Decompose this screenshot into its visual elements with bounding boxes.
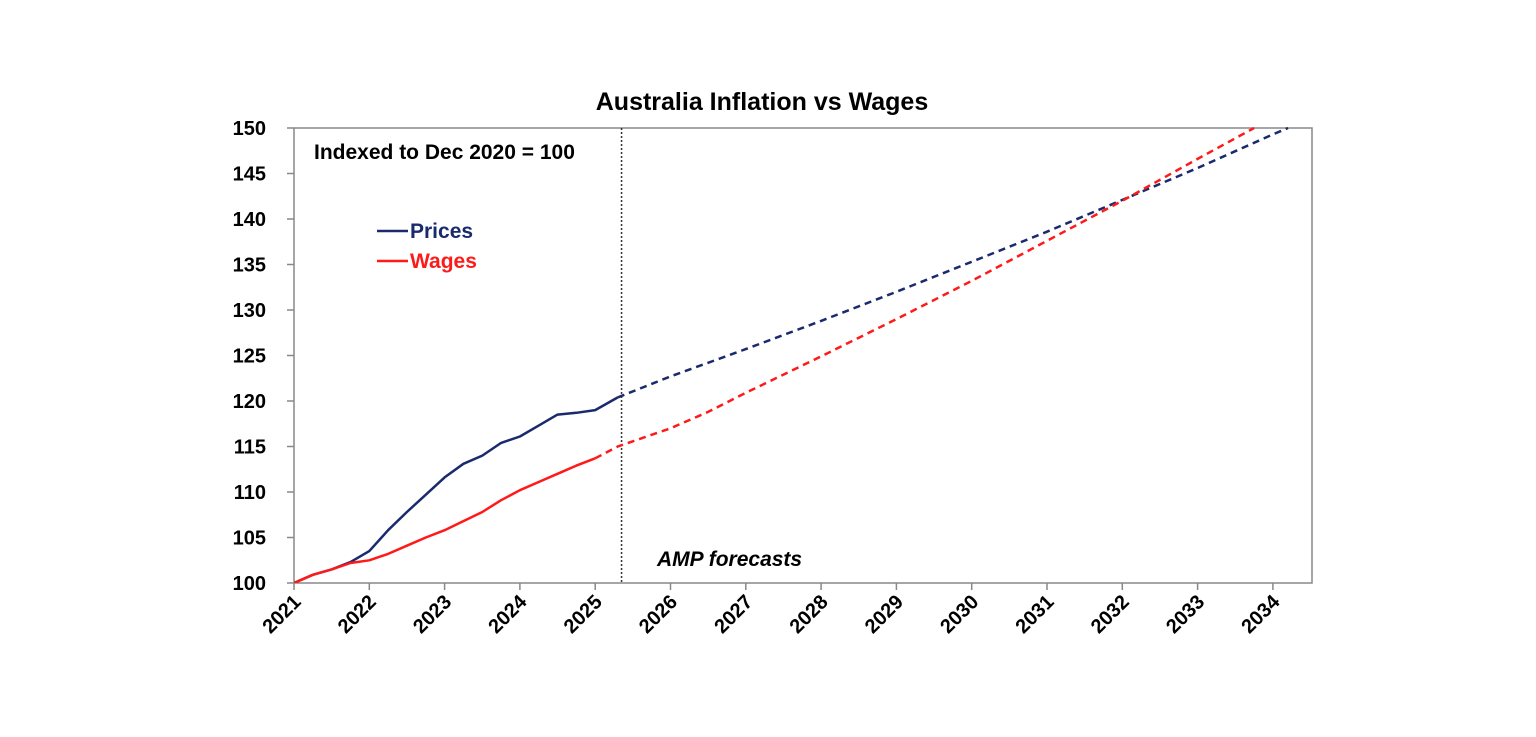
y-tick-label: 110 <box>234 482 266 504</box>
x-tick-label: 2032 <box>1087 591 1134 638</box>
x-tick-label: 2029 <box>861 591 908 638</box>
legend-label: Wages <box>410 250 477 273</box>
x-tick-label: 2028 <box>786 591 833 638</box>
y-tick-label: 140 <box>233 209 266 231</box>
series-line-prices <box>294 396 619 583</box>
legend: Prices Wages <box>377 220 477 273</box>
y-tick-label: 100 <box>233 573 266 595</box>
x-tick-label: 2034 <box>1237 590 1285 638</box>
series-layer <box>294 127 1289 583</box>
forecast-label: AMP forecasts <box>656 548 802 571</box>
x-tick-label: 2022 <box>334 591 381 638</box>
x-tick-label: 2023 <box>409 591 456 638</box>
y-axis: 100 105 110 115 120 125 130 135 140 145 150 <box>233 118 294 595</box>
x-tick-label: 2027 <box>710 591 757 638</box>
y-tick-label: 120 <box>233 391 266 413</box>
x-tick-label: 2024 <box>484 590 532 638</box>
y-tick-label: 150 <box>233 118 266 140</box>
legend-label: Prices <box>410 220 473 243</box>
y-tick-label: 115 <box>234 437 266 459</box>
y-tick-label: 130 <box>233 300 266 322</box>
y-tick-label: 145 <box>233 164 266 186</box>
plot-area <box>293 127 1313 584</box>
y-tick-label: 135 <box>233 255 266 277</box>
x-tick-label: 2033 <box>1162 591 1209 638</box>
y-tick-label: 125 <box>233 346 266 368</box>
series-forecast-wages <box>594 127 1255 460</box>
y-tick-label: 105 <box>233 528 266 550</box>
index-annotation: Indexed to Dec 2020 = 100 <box>314 141 575 164</box>
x-tick-label: 2030 <box>936 591 983 638</box>
x-tick-label: 2026 <box>635 591 682 638</box>
x-axis: 2021 2022 2023 2024 2025 2026 2027 2028 2029 2030… <box>259 583 1285 638</box>
series-forecast-prices <box>617 127 1289 399</box>
series-line-wages <box>294 457 596 583</box>
x-tick-label: 2025 <box>560 591 607 638</box>
x-tick-label: 2031 <box>1012 591 1059 638</box>
x-tick-label: 2021 <box>259 591 306 638</box>
chart-title: Australia Inflation vs Wages <box>596 88 928 116</box>
